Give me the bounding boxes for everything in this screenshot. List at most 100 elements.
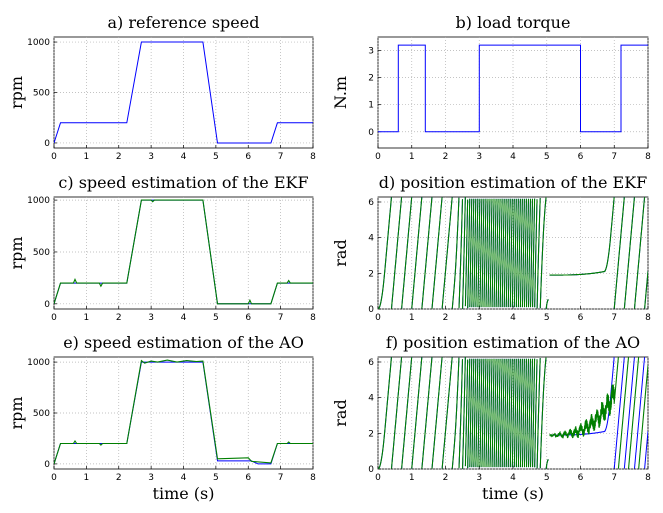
x-tick-label: 3	[148, 152, 154, 162]
series-line-2	[54, 199, 313, 305]
panel-3: 0 1 2 3 4 5 6 7 8 0 500 1000 c) speed estimation of …	[7, 173, 316, 323]
x-tick-label: 7	[611, 152, 617, 162]
x-tick-label: 2	[116, 473, 122, 483]
x-tick-label: 5	[544, 152, 550, 162]
x-tick-label: 8	[310, 152, 316, 162]
x-tick-label: 5	[213, 152, 219, 162]
series-line-2	[54, 359, 313, 465]
chart-title: e) speed estimation of the AO	[63, 333, 304, 352]
x-tick-label: 1	[409, 473, 415, 483]
y-tick-label: 1000	[27, 38, 50, 48]
x-tick-label: 8	[645, 473, 651, 483]
x-tick-label: 1	[84, 313, 90, 323]
x-tick-label: 3	[148, 313, 154, 323]
x-tick-label: 2	[116, 313, 122, 323]
series-line-1	[54, 41, 313, 144]
chart-title: b) load torque	[456, 13, 571, 32]
x-tick-label: 3	[476, 152, 482, 162]
y-tick-label: 4	[368, 234, 374, 244]
x-tick-label: 2	[443, 313, 449, 323]
x-tick-label: 7	[611, 313, 617, 323]
y-tick-label: 0	[44, 460, 50, 470]
x-tick-label: 2	[443, 473, 449, 483]
x-tick-label: 3	[476, 473, 482, 483]
chart-title: d) position estimation of the EKF	[379, 173, 648, 192]
x-tick-label: 0	[51, 473, 57, 483]
x-tick-label: 1	[84, 152, 90, 162]
x-tick-label: 7	[611, 473, 617, 483]
panel-5: 0 1 2 3 4 5 6 7 8 0 500 1000 e) speed estimation of …	[7, 333, 316, 503]
x-tick-label: 5	[544, 473, 550, 483]
y-tick-label: 0	[368, 305, 374, 315]
x-tick-label: 8	[310, 473, 316, 483]
x-tick-label: 1	[409, 152, 415, 162]
y-tick-label: 6	[368, 358, 374, 368]
x-tick-label: 0	[51, 313, 57, 323]
x-tick-label: 8	[645, 313, 651, 323]
x-tick-label: 1	[409, 313, 415, 323]
y-tick-label: 1000	[27, 196, 50, 206]
y-tick-label: 3	[368, 47, 374, 57]
y-tick-label: 1	[368, 101, 374, 111]
series-line-2	[378, 357, 648, 469]
x-tick-label: 0	[375, 473, 381, 483]
x-tick-label: 7	[278, 473, 284, 483]
x-tick-label: 4	[510, 152, 516, 162]
y-tick-label: 0	[368, 128, 374, 138]
x-tick-label: 3	[148, 473, 154, 483]
x-tick-label: 6	[245, 473, 251, 483]
y-axis-label: rad	[331, 399, 350, 426]
x-tick-label: 0	[51, 152, 57, 162]
y-axis-label: rad	[331, 239, 350, 266]
x-axis-label: time (s)	[153, 484, 215, 503]
x-tick-label: 2	[116, 152, 122, 162]
x-tick-label: 4	[510, 473, 516, 483]
y-tick-label: 2	[368, 429, 374, 439]
x-tick-label: 0	[375, 313, 381, 323]
y-tick-label: 6	[368, 198, 374, 208]
x-tick-label: 4	[181, 152, 187, 162]
y-tick-label: 500	[33, 248, 50, 258]
x-tick-label: 6	[578, 473, 584, 483]
x-tick-label: 5	[213, 473, 219, 483]
x-tick-label: 6	[578, 313, 584, 323]
y-tick-label: 1000	[27, 358, 50, 368]
chart-title: f) position estimation of the AO	[386, 333, 640, 352]
x-axis-label: time (s)	[482, 484, 544, 503]
panel-2: 0 1 2 3 4 5 6 7 8 0 1 2 3 b) load torque N.m	[331, 13, 651, 162]
x-tick-label: 7	[278, 313, 284, 323]
y-tick-label: 4	[368, 394, 374, 404]
y-axis-label: N.m	[331, 76, 350, 109]
panel-4: 0 1 2 3 4 5 6 7 8 0 2 4 6 d) position estimation of t…	[331, 173, 651, 323]
y-tick-label: 2	[368, 74, 374, 84]
panel-1: 0 1 2 3 4 5 6 7 8 0 500 1000 a) reference speed rpm	[7, 13, 316, 162]
panel-6: 0 1 2 3 4 5 6 7 8 0 2 4 6 f) position estimation of t…	[331, 333, 651, 503]
x-tick-label: 1	[84, 473, 90, 483]
y-axis-label: rpm	[7, 76, 26, 109]
x-tick-label: 8	[645, 152, 651, 162]
x-tick-label: 3	[476, 313, 482, 323]
x-tick-label: 5	[544, 313, 550, 323]
x-tick-label: 5	[213, 313, 219, 323]
x-tick-label: 4	[181, 473, 187, 483]
chart-title: c) speed estimation of the EKF	[58, 173, 308, 192]
series-line-2	[378, 197, 648, 309]
y-tick-label: 0	[44, 139, 50, 149]
x-tick-label: 4	[181, 313, 187, 323]
chart-title: a) reference speed	[108, 13, 260, 32]
x-tick-label: 4	[510, 313, 516, 323]
x-tick-label: 0	[375, 152, 381, 162]
x-tick-label: 6	[245, 313, 251, 323]
x-tick-label: 8	[310, 313, 316, 323]
x-tick-label: 2	[443, 152, 449, 162]
y-tick-label: 2	[368, 269, 374, 279]
x-tick-label: 6	[245, 152, 251, 162]
y-tick-label: 0	[44, 300, 50, 310]
y-tick-label: 500	[33, 409, 50, 419]
x-tick-label: 6	[578, 152, 584, 162]
series-line-1	[378, 44, 648, 133]
y-axis-label: rpm	[7, 236, 26, 269]
y-tick-label: 500	[33, 89, 50, 99]
y-axis-label: rpm	[7, 396, 26, 429]
